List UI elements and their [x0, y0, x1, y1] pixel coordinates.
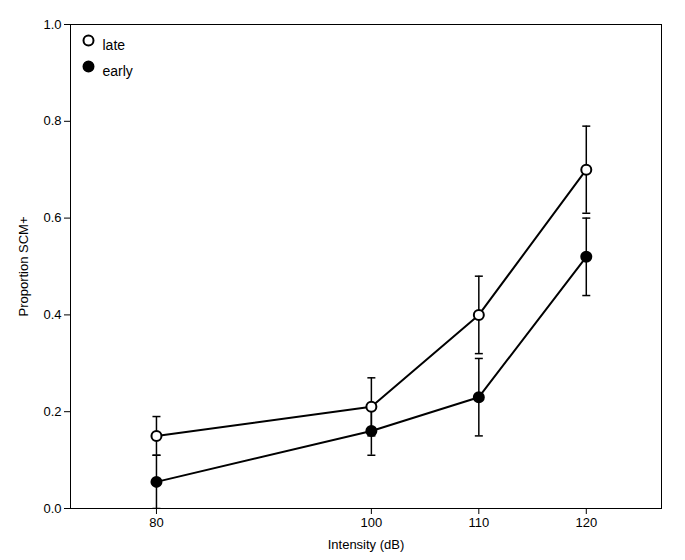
svg-text:120: 120 [575, 515, 597, 530]
svg-text:0.4: 0.4 [43, 307, 61, 322]
svg-text:0.6: 0.6 [43, 210, 61, 225]
svg-text:80: 80 [149, 515, 163, 530]
svg-text:early: early [103, 63, 133, 79]
svg-text:0.8: 0.8 [43, 113, 61, 128]
svg-text:1.0: 1.0 [43, 17, 61, 32]
svg-text:late: late [103, 37, 126, 53]
svg-text:100: 100 [361, 515, 383, 530]
svg-text:Intensity (dB): Intensity (dB) [328, 537, 405, 552]
svg-text:0.0: 0.0 [43, 501, 61, 516]
svg-text:110: 110 [468, 515, 489, 530]
svg-text:0.2: 0.2 [43, 404, 61, 419]
svg-text:Proportion SCM+: Proportion SCM+ [16, 216, 31, 316]
